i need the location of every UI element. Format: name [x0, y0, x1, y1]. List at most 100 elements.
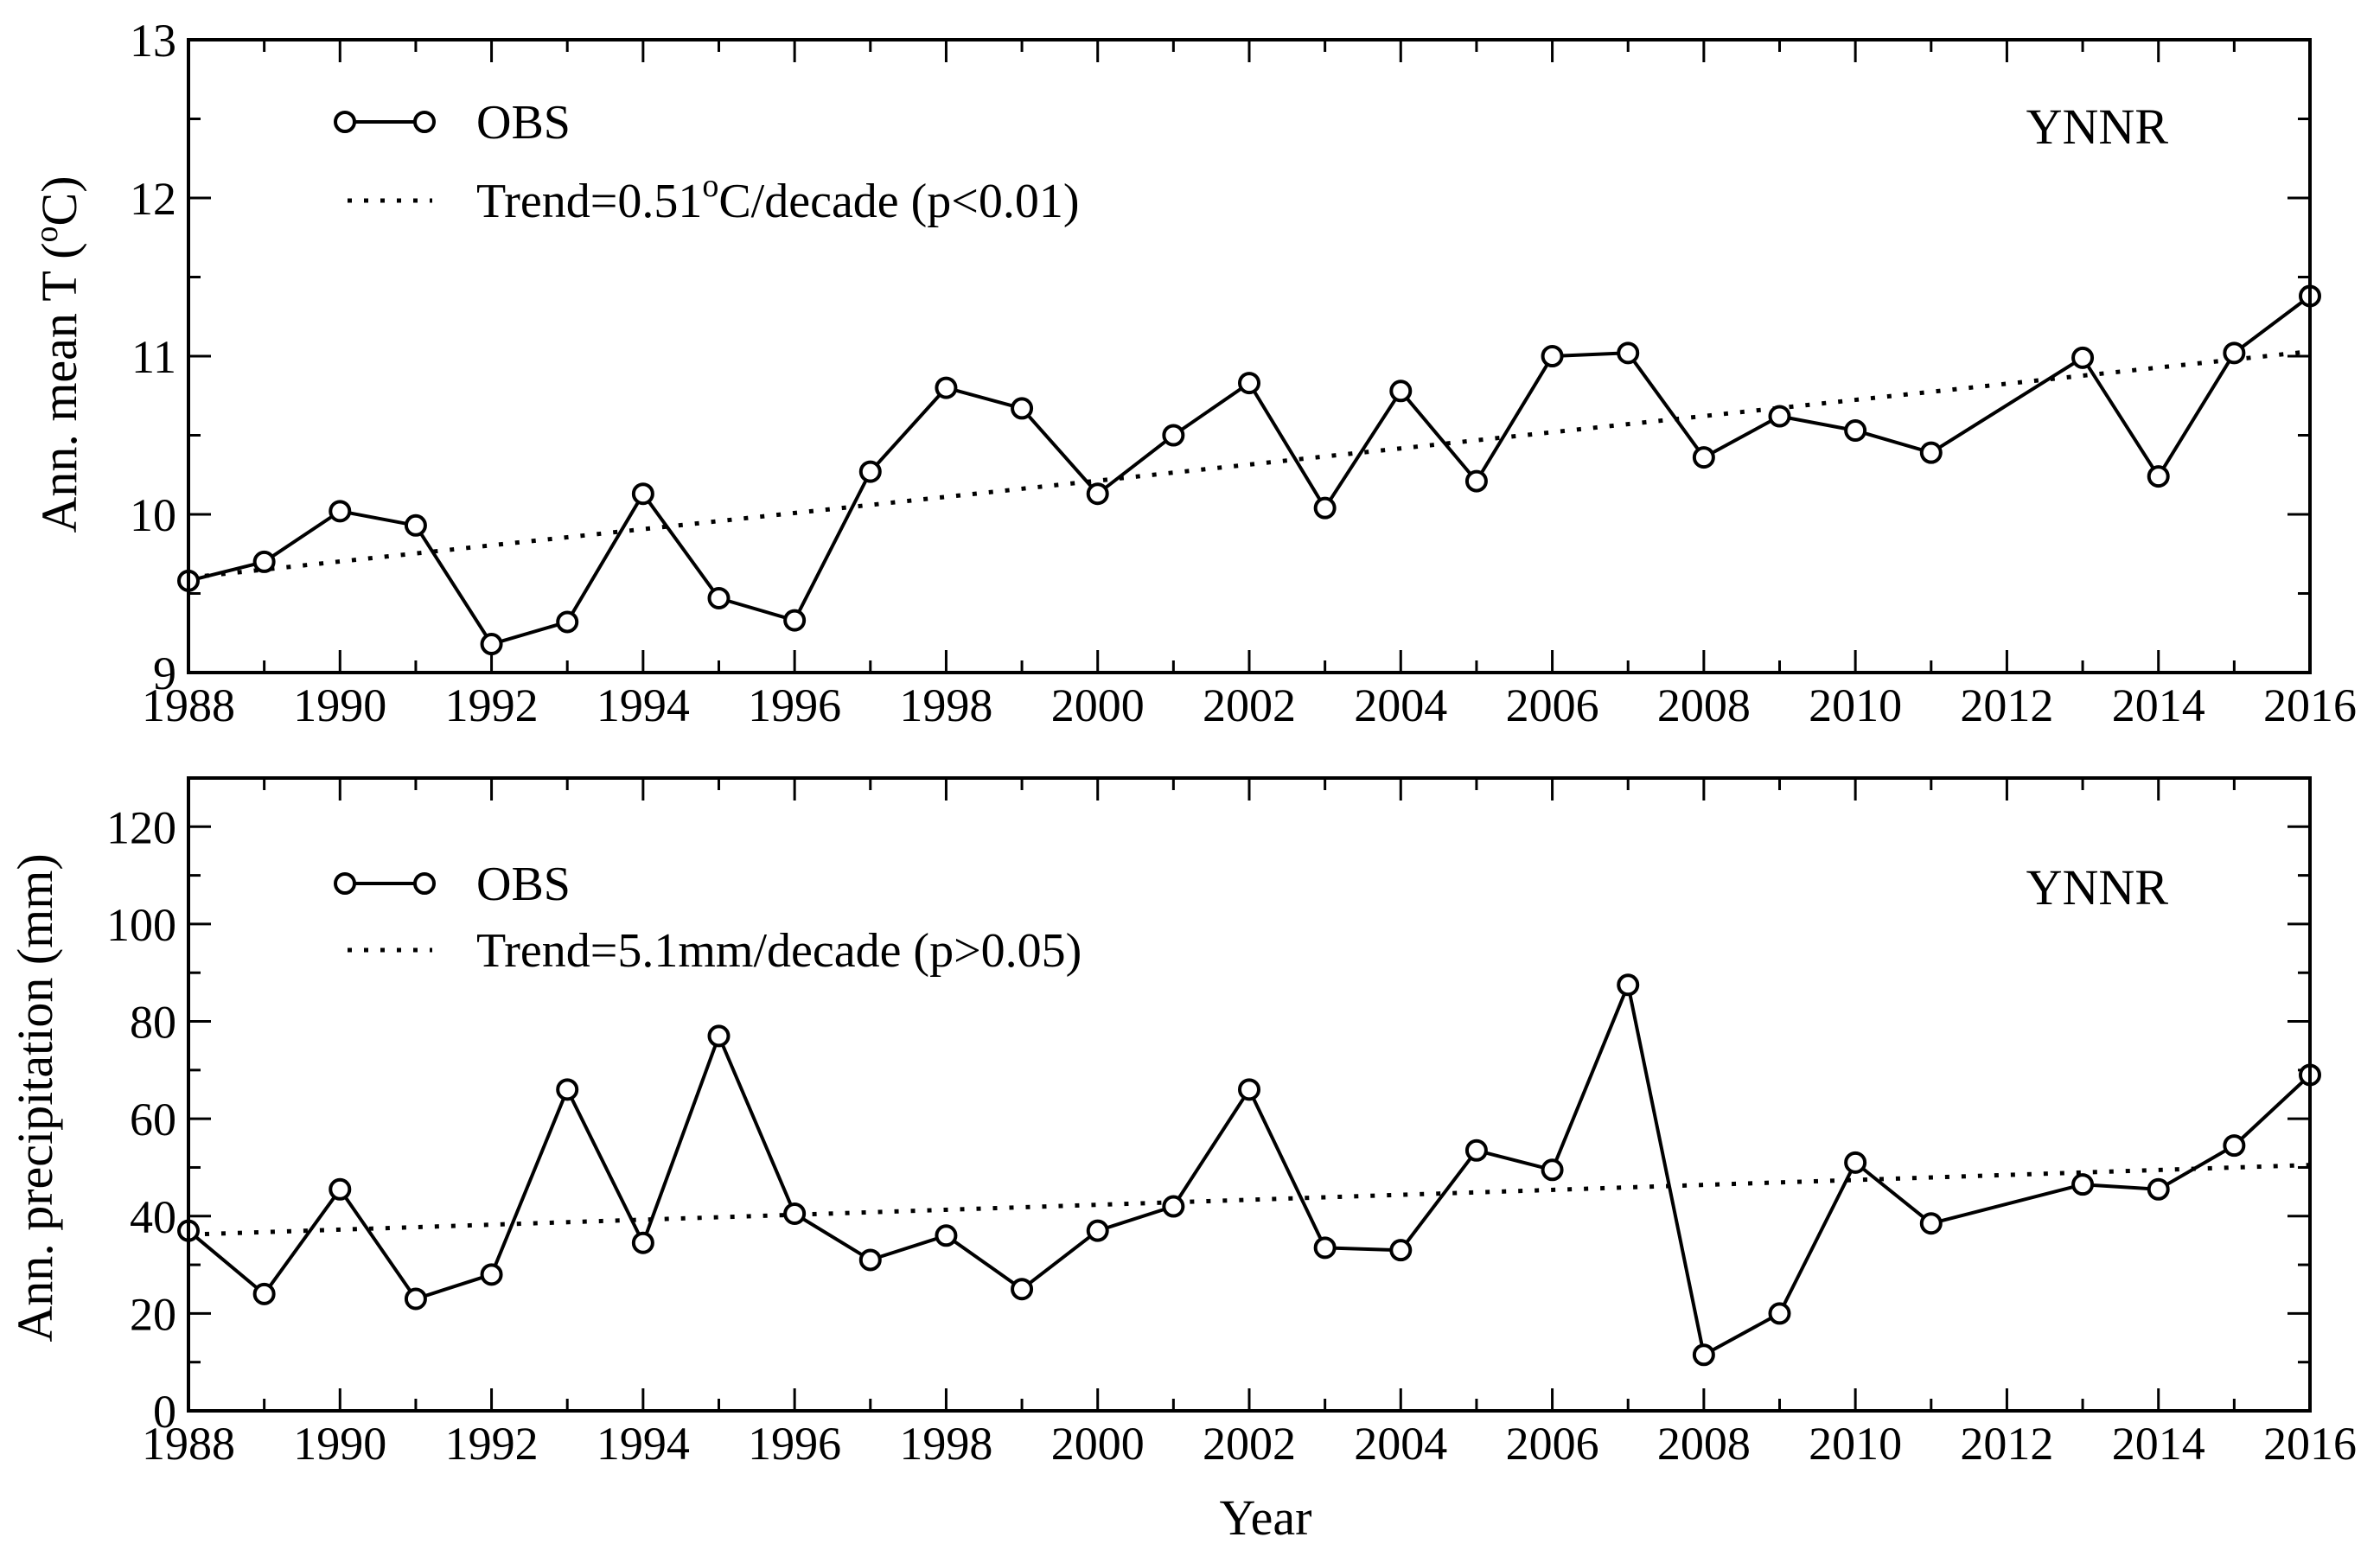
y-tick-label: 0: [153, 1386, 176, 1438]
temperature-obs-point: [631, 482, 654, 506]
precipitation-y-tick-labels: 0 20 40 60 80 100 120: [106, 801, 176, 1438]
temperature-obs-point: [1768, 405, 1791, 428]
temperature-obs-point: [1617, 341, 1640, 365]
temperature-obs-point: [1238, 372, 1260, 395]
precipitation-legend: OBS Trend=5.1mm/decade (p>0.05): [334, 858, 1082, 978]
legend-obs-marker: [334, 872, 356, 895]
temperature-obs-point: [329, 500, 352, 523]
precipitation-obs-point: [1011, 1278, 1034, 1301]
temperature-y-axis-title: Ann. mean T (oC): [29, 175, 87, 533]
temperature-obs-point: [858, 460, 882, 483]
x-tick-label: 2008: [1657, 1418, 1751, 1470]
precipitation-obs-point: [1844, 1151, 1867, 1174]
x-tick-label: 2006: [1506, 1418, 1599, 1470]
temperature-obs-point: [1389, 380, 1413, 403]
precipitation-obs-point: [1692, 1343, 1715, 1367]
y-tick-label: 40: [130, 1191, 176, 1243]
x-tick-label: 2016: [2263, 679, 2357, 731]
y-tick-label: 20: [130, 1288, 176, 1340]
x-tick-label: 1992: [445, 1418, 539, 1470]
x-tick-label: 2000: [1051, 1418, 1145, 1470]
temperature-obs-line: [188, 294, 2312, 647]
precipitation-obs-point: [783, 1202, 807, 1225]
temperature-obs-point: [480, 633, 503, 656]
legend-obs-marker: [334, 111, 356, 133]
x-tick-label: 2008: [1657, 679, 1751, 731]
x-axis-title: Year: [1220, 1489, 1312, 1546]
temperature-obs-point: [1919, 441, 1943, 464]
precipitation-obs-point: [404, 1287, 427, 1311]
y-tick-label: 11: [131, 331, 176, 383]
x-tick-label: 2002: [1203, 679, 1296, 731]
x-tick-label: 2004: [1354, 1418, 1447, 1470]
x-tick-label: 1996: [748, 679, 841, 731]
temperature-obs-point: [1313, 496, 1337, 520]
x-tick-label: 2004: [1354, 679, 1447, 731]
precipitation-obs-point: [252, 1282, 276, 1305]
temperature-station-label: YNNR: [2026, 99, 2169, 155]
x-tick-label: 2014: [2112, 679, 2205, 731]
temperature-obs-point: [935, 376, 958, 399]
temperature-obs-point: [2223, 341, 2246, 365]
temperature-obs-point: [252, 550, 276, 573]
precipitation-obs-point: [556, 1078, 579, 1101]
x-tick-label: 2012: [1960, 679, 2053, 731]
x-tick-label: 2016: [2263, 1418, 2357, 1470]
precipitation-obs-point: [1238, 1078, 1260, 1101]
temperature-x-tick-labels: 1988 1990 1992 1994 1996 1998 2000 2002 2004 2006…: [142, 679, 2357, 731]
x-tick-label: 1998: [899, 1418, 992, 1470]
temperature-legend: OBS Trend=0.51oC/decade (p<0.01): [334, 96, 1080, 228]
precipitation-plot-frame: [187, 776, 2312, 1413]
temperature-obs-point: [2147, 465, 2170, 488]
temperature-obs-point: [707, 586, 731, 609]
y-tick-label: 12: [130, 173, 176, 225]
temperature-obs-point: [1541, 345, 1564, 367]
precipitation-obs-point: [2147, 1177, 2170, 1201]
x-tick-label: 1998: [899, 679, 992, 731]
y-tick-label: 80: [130, 997, 176, 1049]
legend-trend-label: Trend=5.1mm/decade (p>0.05): [476, 924, 1082, 978]
legend-obs-marker: [413, 111, 436, 133]
temperature-plot-frame: [187, 38, 2312, 674]
precipitation-obs-line: [187, 983, 2312, 1357]
precipitation-obs-point: [2223, 1134, 2246, 1158]
precipitation-obs-point: [1768, 1302, 1791, 1325]
temperature-obs-point: [1162, 424, 1185, 447]
x-tick-label: 1988: [142, 679, 235, 731]
x-tick-label: 2010: [1809, 1418, 1902, 1470]
precipitation-obs-series: [177, 973, 2321, 1367]
precipitation-obs-point: [2071, 1173, 2095, 1196]
precipitation-obs-point: [858, 1248, 882, 1272]
x-tick-label: 1996: [748, 1418, 841, 1470]
x-tick-label: 2006: [1506, 679, 1599, 731]
precipitation-obs-point: [1464, 1139, 1488, 1162]
legend-obs-label: OBS: [476, 96, 571, 150]
temperature-y-tick-labels: 9 10 11 12 13: [130, 15, 176, 699]
x-tick-label: 1994: [597, 1418, 690, 1470]
y-tick-label: 10: [130, 489, 176, 541]
x-tick-label: 1992: [445, 679, 539, 731]
y-tick-label: 120: [106, 801, 176, 853]
temperature-obs-point: [1464, 469, 1488, 493]
precipitation-obs-point: [631, 1231, 654, 1254]
x-tick-label: 1990: [293, 679, 386, 731]
legend-obs-label: OBS: [476, 858, 571, 911]
precipitation-obs-point: [1162, 1195, 1185, 1218]
temperature-obs-point: [556, 610, 579, 634]
y-tick-label: 13: [130, 15, 176, 67]
legend-obs-marker: [413, 872, 436, 895]
temperature-panel: 1988 1990 1992 1994 1996 1998 2000 2002 2004 2006…: [29, 15, 2357, 731]
precipitation-obs-point: [1086, 1219, 1109, 1242]
precipitation-obs-point: [1541, 1158, 1564, 1182]
x-tick-label: 2002: [1203, 1418, 1296, 1470]
temperature-obs-point: [783, 609, 807, 632]
precipitation-obs-point: [707, 1024, 731, 1048]
precipitation-panel: 1988 1990 1992 1994 1996 1998 2000 2002 2004 2006…: [7, 776, 2357, 1546]
x-tick-label: 1994: [597, 679, 690, 731]
precipitation-obs-point: [935, 1224, 958, 1247]
precipitation-obs-point: [1313, 1236, 1337, 1260]
temperature-obs-series: [177, 284, 2321, 656]
x-tick-label: 2010: [1809, 679, 1902, 731]
